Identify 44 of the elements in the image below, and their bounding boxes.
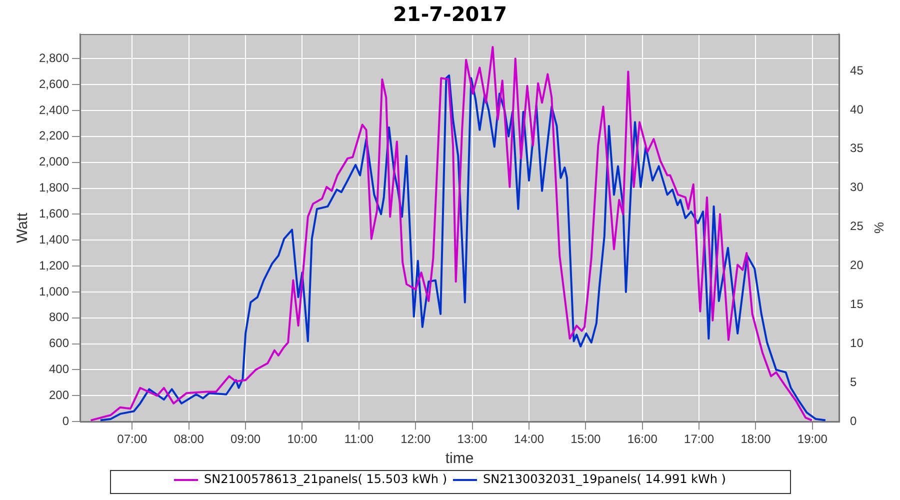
- x-tick-label: 07:00: [117, 432, 148, 446]
- y2-tick-label: 15: [850, 297, 864, 312]
- x-tick-label: 10:00: [287, 432, 318, 446]
- y-tick-label: 1,600: [39, 206, 70, 220]
- x-tick-label: 13:00: [457, 432, 488, 446]
- y-tick-label: 2,200: [39, 128, 70, 143]
- y-tick-label: 400: [49, 362, 70, 376]
- y2-tick-label: 5: [850, 374, 858, 389]
- y2-tick-label: 20: [850, 258, 864, 272]
- chart-title: 21-7-2017: [392, 2, 508, 26]
- x-tick-label: 16:00: [627, 432, 658, 446]
- x-tick-label: 11:00: [344, 432, 374, 446]
- y-tick-label: 1,000: [39, 284, 70, 298]
- legend-label: SN2100578613_21panels( 15.503 kWh ): [204, 472, 448, 486]
- y-tick-label: 600: [49, 336, 70, 350]
- y2-axis-title: %: [872, 222, 887, 234]
- y-tick-label: 1,400: [39, 232, 70, 246]
- y-tick-label: 200: [49, 388, 70, 402]
- y2-tick-label: 25: [850, 219, 864, 234]
- y2-tick-label: 30: [850, 180, 864, 194]
- y2-tick-label: 45: [850, 63, 864, 78]
- x-axis-title: time: [445, 450, 474, 468]
- y-axis-title: Watt: [14, 212, 32, 243]
- x-tick-label: 18:00: [740, 432, 772, 446]
- y-tick-label: 800: [49, 310, 70, 324]
- y-tick-label: 1,800: [39, 180, 70, 195]
- x-tick-label: 19:00: [797, 432, 828, 446]
- y-tick-label: 2,400: [39, 102, 70, 117]
- x-tick-label: 14:00: [514, 432, 544, 446]
- x-tick-label: 09:00: [230, 432, 261, 446]
- y-tick-label: 2,600: [39, 76, 70, 91]
- y2-tick-label: 40: [850, 102, 864, 116]
- x-tick-label: 08:00: [174, 432, 204, 446]
- y-tick-label: 0: [62, 414, 70, 428]
- x-tick-label: 12:00: [400, 432, 431, 446]
- y-tick-label: 2,000: [39, 154, 70, 169]
- y2-tick-label: 10: [850, 336, 864, 350]
- x-tick-label: 15:00: [570, 432, 602, 446]
- y2-tick-label: 0: [850, 414, 858, 428]
- y-tick-label: 2,800: [39, 50, 70, 65]
- x-tick-label: 17:00: [684, 432, 714, 446]
- legend-label: SN2130032031_19panels( 14.991 kWh ): [483, 472, 726, 486]
- y-tick-label: 1,200: [39, 258, 70, 272]
- y2-tick-label: 35: [850, 141, 864, 156]
